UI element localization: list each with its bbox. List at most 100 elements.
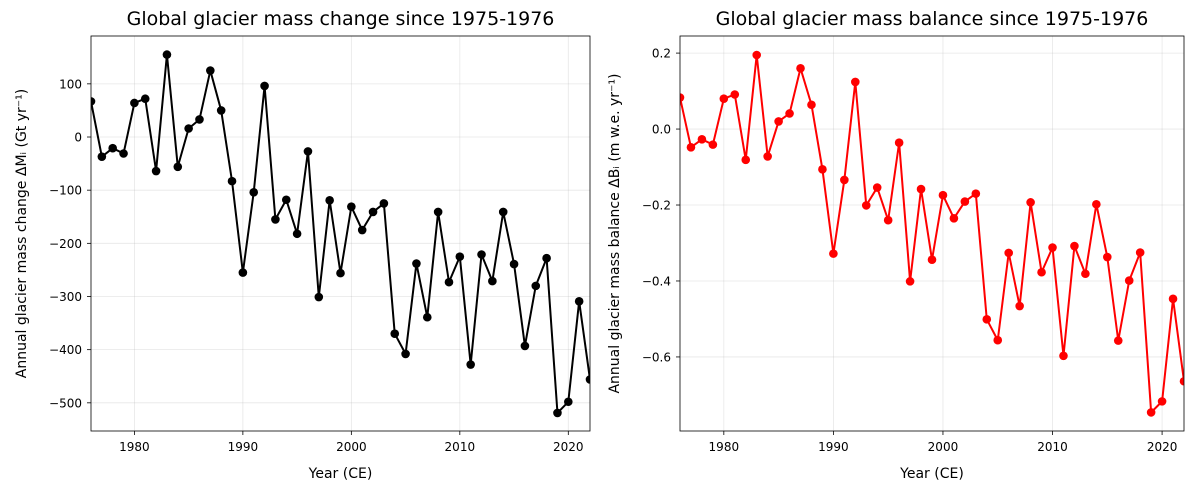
data-point [574,296,584,306]
y-tick-label: −100 [49,184,82,198]
data-point [531,281,541,291]
data-point [488,276,497,286]
series-0 [91,50,590,418]
y-tick-label: −0.2 [642,199,671,213]
data-point [281,195,291,205]
data-point [949,214,959,223]
data-point [520,341,530,351]
data-point [260,81,269,91]
data-point [872,183,882,192]
data-point [477,250,486,259]
data-point [883,215,893,225]
data-point [227,176,237,186]
plot-frame [679,35,1185,432]
data-point [916,184,926,194]
data-point [938,190,948,200]
data-point [553,408,562,418]
data-point [206,66,215,75]
plot-frame [90,35,591,432]
data-point [807,100,816,110]
data-point [433,207,443,217]
data-point [971,189,981,198]
data-point [774,117,783,126]
data-point [894,138,904,148]
x-tick-label: 2000 [928,440,959,454]
data-point [422,312,432,322]
data-point [249,187,259,197]
data-point [271,215,280,224]
y-tick-label: 0.2 [652,47,671,61]
data-point [151,166,161,176]
data-point [960,197,970,206]
chart-mass-change: 1980 1990 2000 2010 2020 100 0 −100 −200 −300 −400… [14,8,591,482]
grid [91,36,590,431]
data-point [829,249,838,258]
data-point [444,277,454,287]
data-point [1081,269,1090,279]
data-point [1135,248,1145,257]
data-point [314,292,324,302]
data-point [796,63,805,73]
data-point [1037,267,1046,277]
y-tick-label: 100 [59,77,82,91]
series-line [680,53,1184,414]
data-point [368,207,378,217]
data-point [1092,199,1101,209]
data-point [216,106,226,115]
x-tick-label: 2010 [445,440,476,454]
data-point [752,50,761,60]
data-point [347,202,356,211]
data-point [108,143,117,153]
data-point [680,93,685,102]
data-point [1168,294,1178,304]
data-point [357,225,367,235]
data-point [303,147,313,156]
data-point [238,268,248,277]
data-point [818,165,827,174]
data-point [130,98,139,108]
data-point [292,229,302,239]
data-point [390,329,400,339]
data-point [119,149,128,158]
data-point [379,199,389,208]
data-point [184,124,193,133]
data-point [785,109,794,118]
data-point [927,255,937,265]
data-point [719,94,729,103]
data-point [708,140,718,149]
data-point [412,259,421,268]
data-point [993,335,1003,345]
x-tick-label: 1980 [119,440,150,454]
y-axis-label: Annual glacier mass change ΔMᵢ (Gt yr⁻¹) [14,89,30,378]
data-point [1004,248,1013,258]
data-point [455,252,465,261]
data-point [1157,397,1167,406]
data-point [195,115,204,124]
x-tick-label: 2020 [553,440,584,454]
y-tick-label: −0.6 [642,350,671,364]
data-point [97,152,107,161]
series-0 [680,50,1184,417]
data-point [1103,252,1112,262]
chart-mass-balance: 1980 1990 2000 2010 2020 0.2 0.0 −0.2 −0.4 −0.6 Gl… [607,8,1185,482]
data-point [1015,301,1024,311]
x-tick-label: 1980 [709,440,740,454]
data-point [982,315,992,324]
data-point [1179,376,1184,386]
data-point [763,152,772,161]
data-point [542,253,551,263]
data-point [466,360,475,369]
chart-title: Global glacier mass balance since 1975-1… [716,8,1149,30]
y-tick-label: −200 [49,237,82,251]
x-tick-label: 1990 [228,440,259,454]
data-point [91,97,96,106]
x-tick-label: 2020 [1147,440,1178,454]
x-tick-label: 2000 [336,440,367,454]
series-line [91,53,590,414]
data-point [905,277,915,286]
data-point [861,201,871,210]
data-point [509,259,519,269]
data-point [173,162,183,172]
data-point [730,90,740,99]
